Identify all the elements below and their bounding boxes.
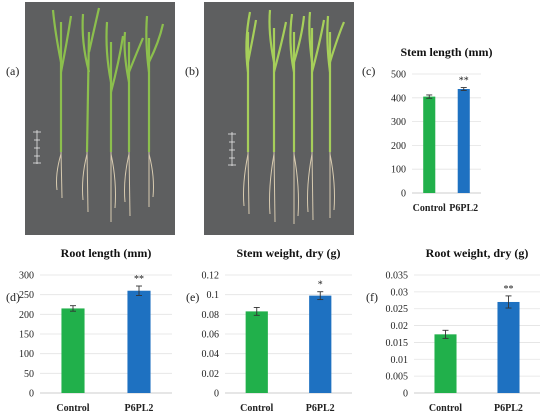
x-tick-label: P6PL2 [449,203,478,214]
panel-label-c: (c) [362,64,376,78]
bar-control [245,311,268,393]
bar-p6pl2 [497,301,520,393]
y-tick-label: 400 [391,93,406,104]
significance-marker: ** [459,76,469,87]
bar-p6pl2 [127,290,151,393]
bar-p6pl2 [309,295,332,393]
x-tick-label: P6PL2 [306,403,335,414]
y-tick-label: 0.005 [386,372,409,383]
panel-label-d: (d) [6,290,20,304]
y-tick-label: 150 [19,330,34,341]
bar-p6pl2 [457,88,470,193]
significance-marker: ** [504,284,514,295]
seedling-roots-a [56,151,154,222]
ruler-b [228,132,236,166]
chart-title: Stem length (mm) [401,45,493,59]
bar-control [423,96,436,193]
seedlings-illustration-a [33,7,165,222]
x-tick-label: Control [413,203,446,214]
y-tick-label: 200 [391,141,406,152]
seedling-stems-b [245,9,346,152]
x-tick-label: Control [429,403,462,414]
x-tick-label: P6PL2 [125,403,154,414]
y-tick-label: 0.035 [386,271,409,282]
chart-title: Stem weight, dry (g) [237,246,341,260]
y-tick-label: 0.015 [386,338,409,349]
panel-label-f: (f) [366,290,378,304]
significance-marker: ** [134,274,144,285]
photo-treated-seedlings [204,2,354,235]
y-tick-label: 0.01 [391,355,409,366]
ruler-a [33,130,41,164]
y-tick-label: 50 [24,369,34,380]
y-tick-label: 0.06 [202,330,220,341]
significance-marker: * [318,280,323,291]
panel-label-a: (a) [6,64,20,78]
seedlings-illustration-b [228,9,346,224]
y-tick-label: 250 [19,290,34,301]
photo-control-seedlings [25,2,175,235]
y-tick-label: 0.12 [202,271,220,282]
seedling-stems-a [51,7,165,153]
y-tick-label: 200 [19,310,34,321]
y-tick-label: 0.02 [391,321,409,332]
y-tick-label: 0.025 [386,304,409,315]
x-tick-label: Control [240,403,273,414]
panel-label-e: (e) [186,290,200,304]
y-tick-label: 0 [214,389,219,400]
y-tick-label: 0.1 [207,290,220,301]
y-tick-label: 0 [401,189,406,200]
y-tick-label: 100 [391,165,406,176]
y-tick-label: 0.04 [202,349,220,360]
x-tick-label: P6PL2 [494,403,523,414]
x-tick-label: Control [56,403,89,414]
y-tick-label: 0.08 [202,310,220,321]
bar-control [434,334,457,393]
y-tick-label: 0.03 [391,287,409,298]
y-tick-label: 300 [19,271,34,282]
seedling-roots-b [243,151,335,224]
chart-title: Root weight, dry (g) [426,246,529,260]
panel-label-b: (b) [185,64,199,78]
y-tick-label: 0 [29,389,34,400]
y-tick-label: 100 [19,349,34,360]
y-tick-label: 0.02 [202,369,220,380]
y-tick-label: 0 [403,389,408,400]
y-tick-label: 300 [391,117,406,128]
bar-control [61,308,85,393]
y-tick-label: 500 [391,70,406,81]
chart-title: Root length (mm) [61,246,152,260]
